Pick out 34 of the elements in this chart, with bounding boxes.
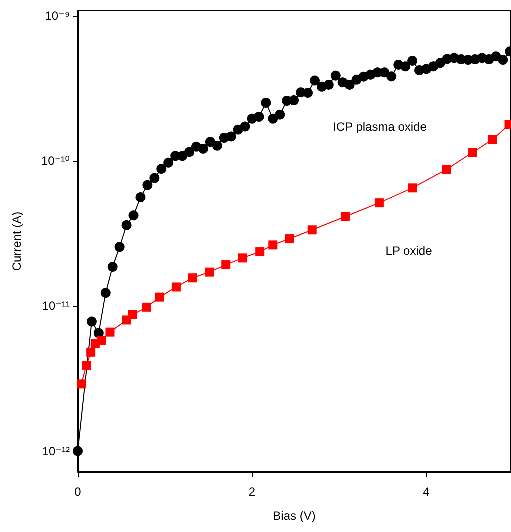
point bbox=[442, 165, 452, 174]
point bbox=[285, 234, 294, 244]
text: ICP plasma oxide bbox=[333, 120, 428, 134]
y-axis-title: Current (A) bbox=[10, 212, 24, 272]
point bbox=[222, 260, 231, 270]
x-axis-title: Bias (V) bbox=[273, 509, 316, 523]
point bbox=[205, 268, 214, 277]
point bbox=[238, 254, 248, 263]
point bbox=[340, 212, 350, 222]
point bbox=[188, 274, 198, 283]
point bbox=[268, 240, 278, 250]
point bbox=[408, 184, 418, 193]
point bbox=[142, 302, 152, 312]
x-tick-label: 2 bbox=[248, 485, 256, 499]
point bbox=[128, 310, 138, 320]
point bbox=[76, 380, 86, 389]
point bbox=[106, 328, 115, 337]
x-tick-label: 4 bbox=[423, 485, 430, 499]
annotation: LP oxide bbox=[386, 244, 433, 258]
point bbox=[256, 248, 265, 257]
point bbox=[86, 348, 96, 357]
point bbox=[488, 135, 498, 144]
y-tick-label: 10⁻¹² bbox=[42, 444, 70, 458]
point bbox=[468, 148, 478, 158]
point bbox=[172, 282, 181, 292]
y-tick-label: 10⁻¹⁰ bbox=[42, 154, 70, 168]
point bbox=[82, 361, 92, 370]
point bbox=[97, 336, 106, 345]
y-tick-label: 10⁻⁹ bbox=[45, 8, 70, 23]
point bbox=[374, 198, 384, 208]
x-tick-label: 0 bbox=[74, 485, 82, 499]
point bbox=[308, 226, 317, 235]
point bbox=[155, 292, 164, 302]
y-tick-label: 10⁻¹¹ bbox=[42, 299, 70, 314]
